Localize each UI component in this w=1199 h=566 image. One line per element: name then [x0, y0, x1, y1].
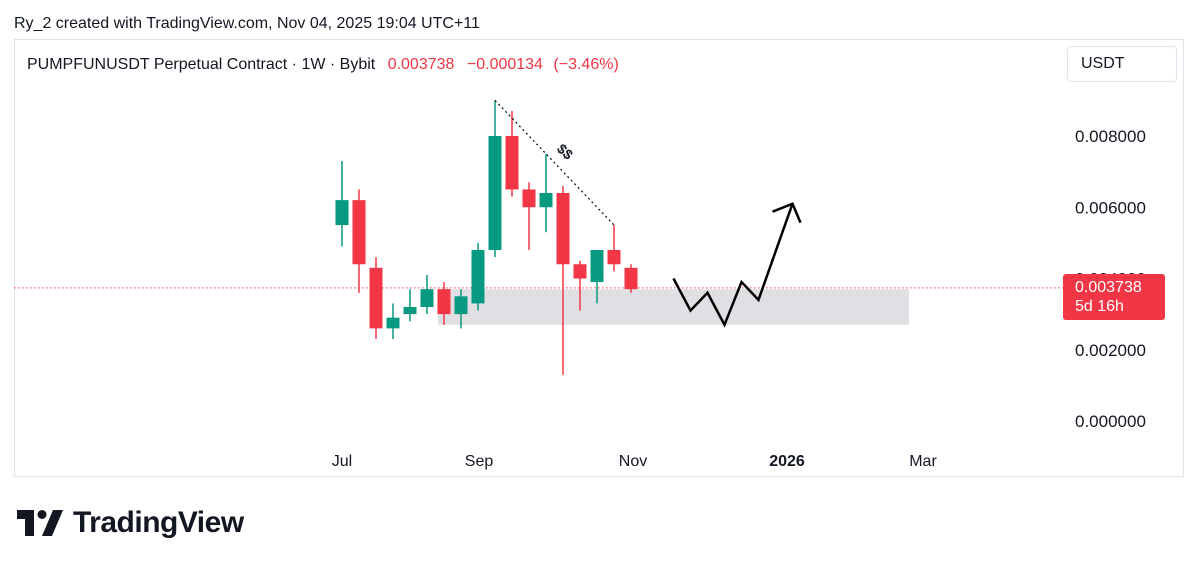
- candle-body: [624, 267, 638, 290]
- candle-body: [590, 250, 604, 283]
- candle-body: [471, 250, 485, 304]
- x-axis-tick-label: Jul: [332, 453, 352, 470]
- candle-body: [403, 307, 417, 315]
- candle-body: [454, 296, 468, 315]
- candle-body: [352, 200, 366, 265]
- symbol-legend: PUMPFUNUSDT Perpetual Contract · 1W · By…: [27, 56, 619, 74]
- candle-body: [607, 250, 621, 265]
- projection-path: [672, 203, 794, 328]
- logo-wordmark: TradingView: [73, 506, 244, 539]
- candle-body: [505, 136, 519, 190]
- x-axis-tick-label: Nov: [619, 453, 647, 470]
- price-change: −0.000134: [466, 56, 543, 73]
- symbol-name[interactable]: PUMPFUNUSDT Perpetual Contract · 1W · By…: [27, 56, 376, 73]
- candle-body: [420, 289, 434, 307]
- currency-unit-selector[interactable]: USDT: [1067, 46, 1177, 82]
- price-change-percent: (−3.46%): [553, 56, 619, 73]
- trendline: [494, 99, 615, 226]
- candle-body: [573, 264, 587, 279]
- x-axis-tick-label: Sep: [465, 453, 494, 470]
- x-axis-tick-label: 2026: [769, 453, 805, 470]
- last-price: 0.003738: [387, 56, 455, 73]
- y-axis-tick-label: 0.008000: [1075, 127, 1146, 146]
- y-axis-tick-label: 0.002000: [1075, 341, 1146, 360]
- candle-body: [556, 193, 570, 265]
- chart-credit: Ry_2 created with TradingView.com, Nov 0…: [14, 15, 480, 32]
- y-axis-tick-label: 0.000000: [1075, 412, 1146, 431]
- trendline-label: $$: [554, 140, 576, 162]
- candle-body: [369, 267, 383, 329]
- bar-countdown: 5d 16h: [1075, 298, 1124, 315]
- candle-body: [488, 136, 502, 250]
- candle-body: [386, 317, 400, 329]
- support-zone: [438, 289, 909, 325]
- tradingview-logo-icon: [17, 510, 63, 536]
- candle-body: [335, 200, 349, 226]
- chart-pane[interactable]: [14, 39, 1184, 477]
- last-price-label: 0.003738 5d 16h: [1063, 274, 1165, 320]
- y-axis-tick-label: 0.006000: [1075, 198, 1146, 217]
- candle-body: [539, 193, 553, 208]
- last-price-value: 0.003738: [1075, 279, 1142, 296]
- candle-body: [522, 189, 536, 208]
- candle-body: [437, 289, 451, 315]
- projection-arrowhead: [772, 202, 802, 224]
- tradingview-logo[interactable]: TradingView: [17, 505, 244, 541]
- x-axis-tick-label: Mar: [909, 453, 937, 470]
